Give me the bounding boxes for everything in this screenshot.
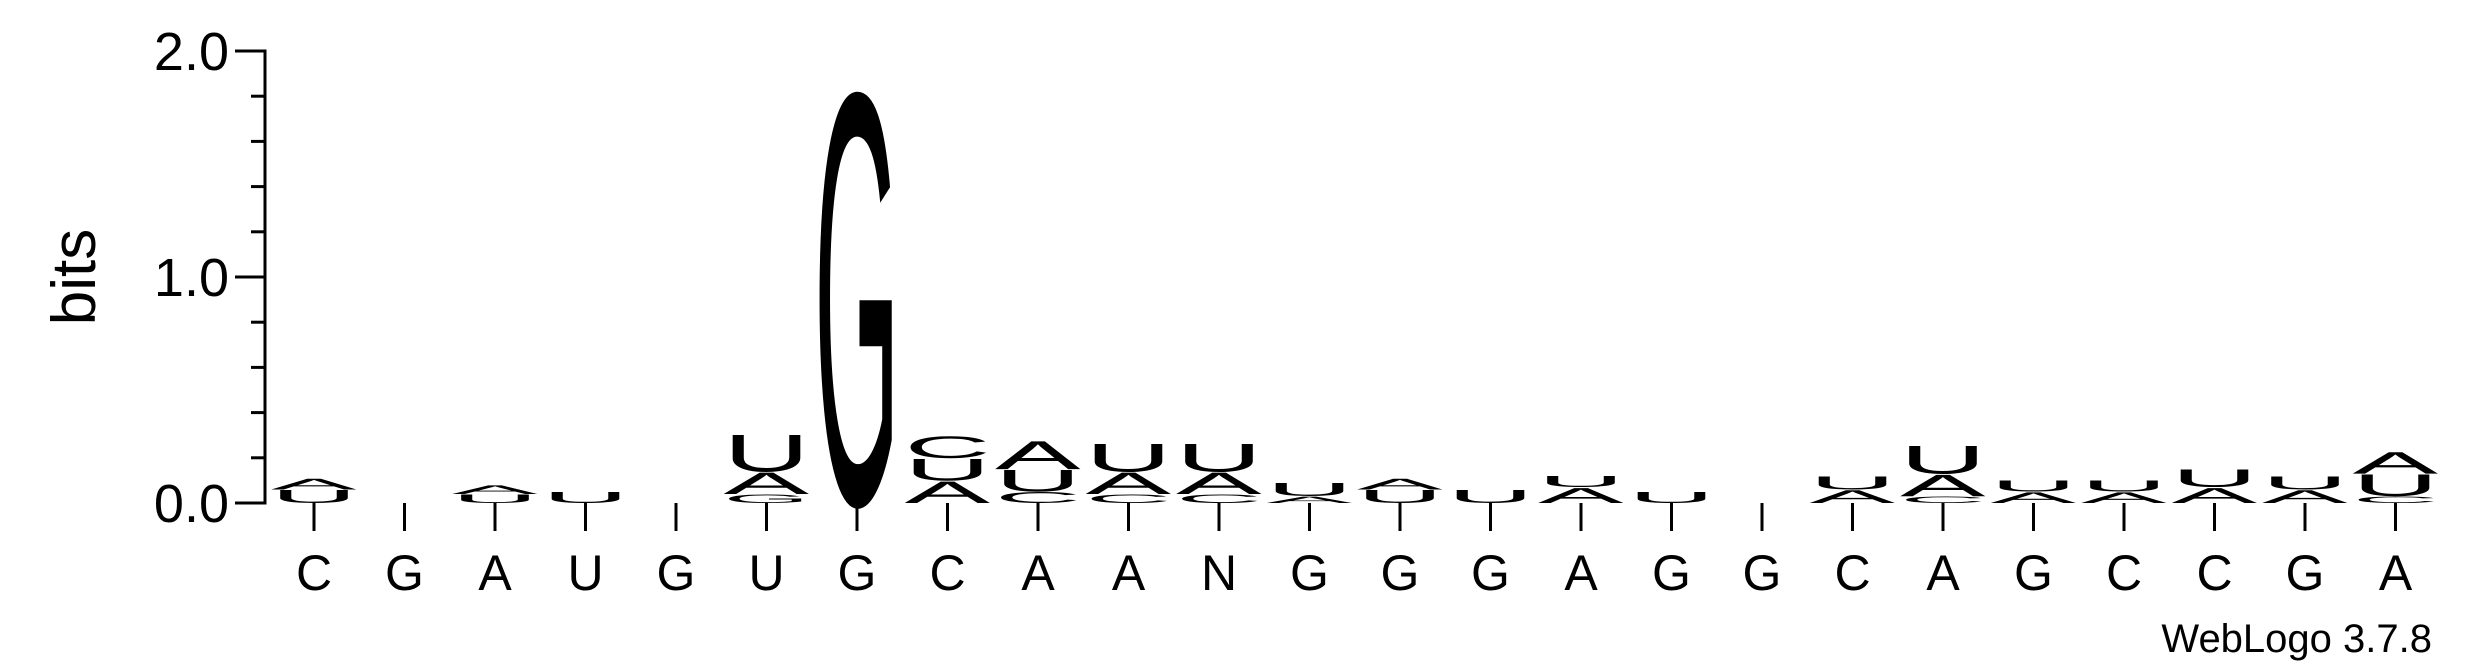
logo-letter: A: [1267, 495, 1353, 505]
logo-letter: U: [905, 453, 991, 488]
x-tick-label: C: [1834, 545, 1870, 601]
x-tick-label: C: [2196, 545, 2232, 601]
logo-letter: U: [1991, 478, 2077, 495]
logo-letter: C: [995, 489, 1081, 506]
x-tick-label: G: [1381, 545, 1420, 601]
logo-letter: A: [2353, 445, 2440, 480]
x-tick-label: U: [748, 545, 784, 601]
logo-letter: U: [2262, 473, 2348, 494]
x-tick-label: G: [385, 545, 424, 601]
x-tick-label: A: [1021, 545, 1055, 601]
x-tick-label: G: [2014, 545, 2053, 601]
x-tick-label: G: [2286, 545, 2325, 601]
y-tick-label: 0.0: [154, 474, 229, 534]
x-tick-label: A: [1564, 545, 1598, 601]
logo-letter: A: [271, 476, 357, 493]
y-tick-label: 2.0: [154, 22, 229, 82]
x-tick-label: C: [929, 545, 965, 601]
x-tick-label: U: [567, 545, 603, 601]
y-tick-label: 1.0: [154, 248, 229, 308]
logo-letter: C: [2353, 495, 2439, 505]
logo-letter: U: [1086, 435, 1172, 480]
x-tick-label: A: [1926, 545, 1960, 601]
logo-letter: C: [1176, 492, 1262, 506]
logo-letter: U: [1629, 489, 1715, 506]
logo-letter: A: [452, 483, 538, 497]
logo-letter: A: [724, 466, 811, 501]
logo-letter: A: [1176, 466, 1263, 501]
x-tick-label: G: [838, 545, 877, 601]
x-tick-label: N: [1201, 545, 1237, 601]
y-axis-label: bits: [40, 229, 109, 325]
logo-letter: A: [1357, 476, 1443, 493]
logo-letter: U: [995, 464, 1081, 499]
logo-letter: U: [1176, 435, 1262, 480]
x-tick-label: A: [2379, 545, 2413, 601]
logo-letter: A: [905, 475, 992, 510]
x-tick-label: C: [296, 545, 332, 601]
logo-letter: A: [1810, 486, 1896, 507]
logo-letter: U: [1810, 473, 1896, 494]
x-tick-label: C: [2106, 545, 2142, 601]
logo-letter: U: [1538, 473, 1624, 490]
x-tick-label: A: [1112, 545, 1146, 601]
logo-letter: A: [1538, 483, 1624, 507]
logo-letter: U: [2172, 465, 2258, 493]
logo-letter: A: [1991, 489, 2077, 506]
x-tick-label: G: [1652, 545, 1691, 601]
logo-letter: G: [724, 492, 810, 506]
logo-letter: C: [1086, 492, 1172, 506]
logo-letter: U: [2353, 468, 2439, 503]
logo-letter: U: [271, 486, 357, 507]
x-tick-label: G: [1743, 545, 1782, 601]
logo-letter: U: [1357, 486, 1443, 507]
logo-letter: A: [1086, 466, 1173, 501]
x-tick-label: G: [1290, 545, 1329, 601]
logo-letter: C: [1900, 495, 1986, 505]
logo-letter: U: [1267, 480, 1353, 501]
logo-letter: A: [1900, 468, 1987, 503]
logo-letter: G: [814, 0, 900, 628]
logo-letter: U: [452, 492, 538, 506]
logo-letter: C: [905, 430, 991, 465]
x-tick-label: A: [478, 545, 512, 601]
x-tick-label: G: [1471, 545, 1510, 601]
logo-letter: U: [1900, 437, 1986, 482]
x-tick-label: G: [657, 545, 696, 601]
logo-letter: A: [995, 433, 1081, 478]
logo-letter: A: [2081, 489, 2167, 506]
logo-letter: U: [724, 424, 810, 483]
logo-letter: U: [2081, 478, 2167, 495]
logo-letter: A: [2262, 486, 2348, 507]
logo-letter: U: [543, 489, 629, 506]
logo-letter: U: [1448, 486, 1534, 507]
logo-letter: A: [2172, 483, 2258, 507]
footer: WebLogo 3.7.8: [2161, 617, 2432, 661]
